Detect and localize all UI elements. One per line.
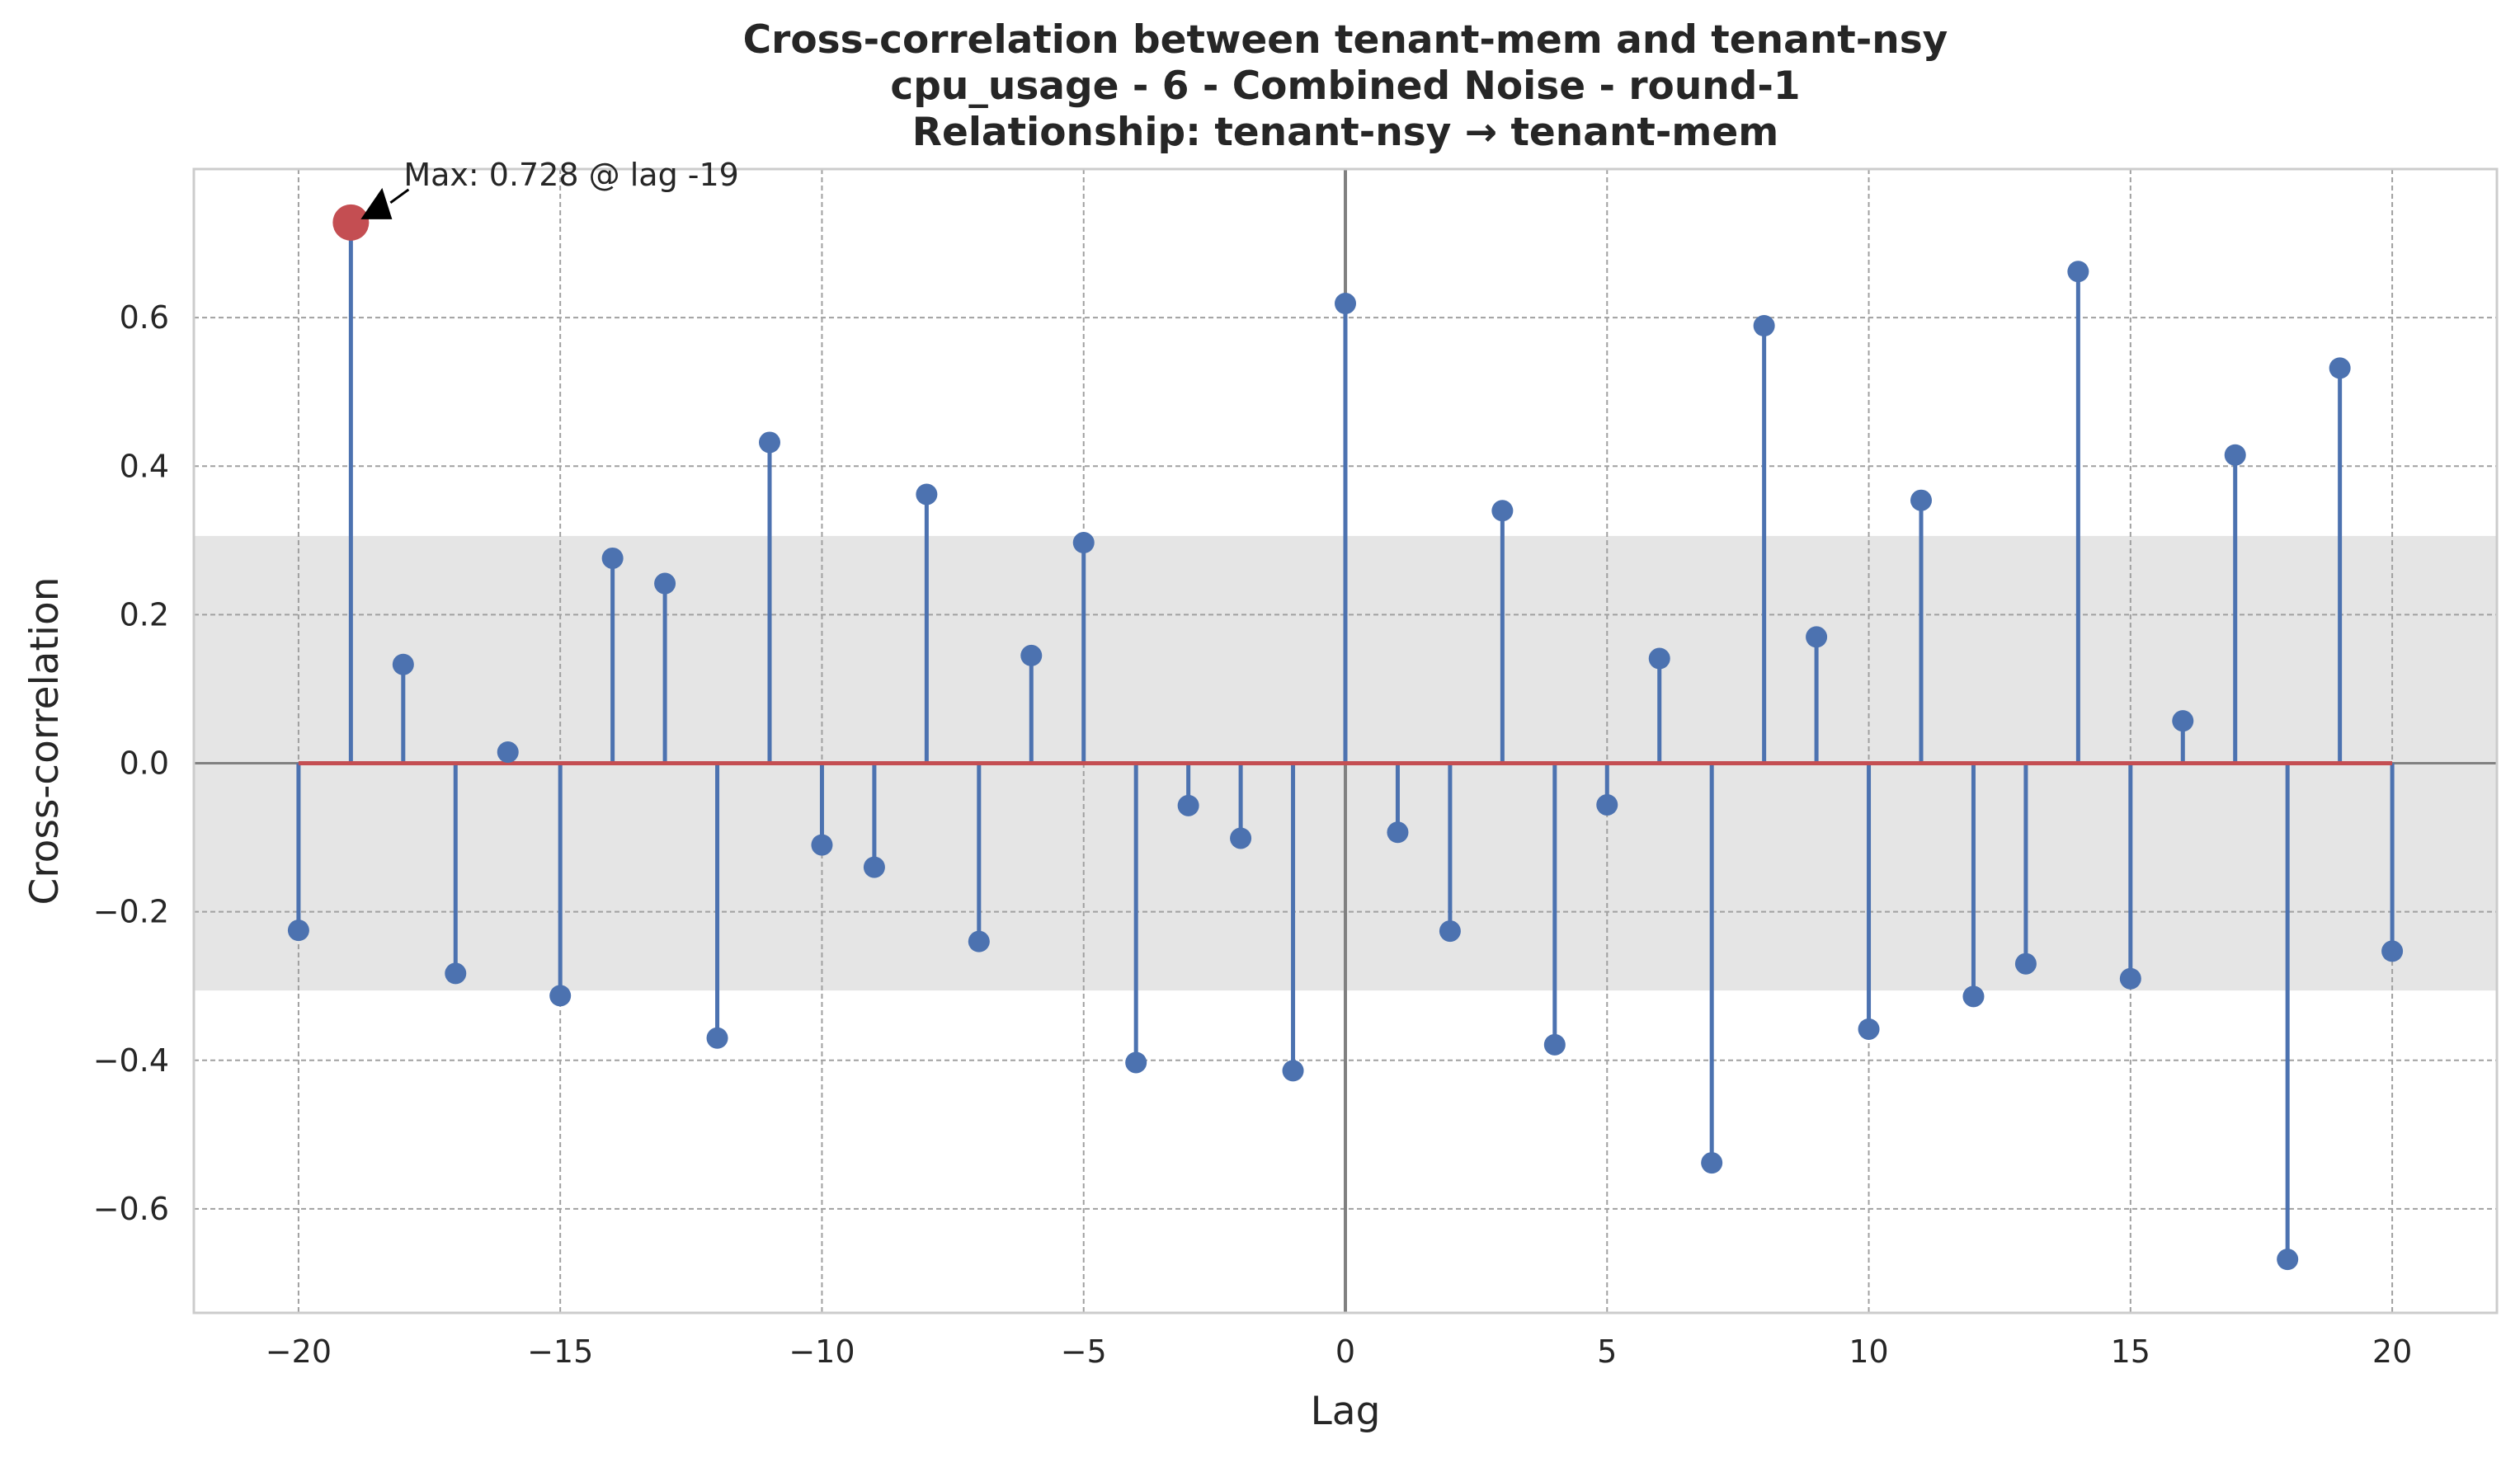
annotation-arrow-head bbox=[360, 187, 393, 219]
stem-marker bbox=[1858, 1018, 1880, 1040]
tick-labels-layer: −20 −15 −10 −5 0 5 10 15 20 −0.6 −0.4 −0.2 0.0 0.2 0.4… bbox=[93, 299, 2413, 1370]
chart-title-line: cpu_usage - 6 - Combined Noise - round-1 bbox=[890, 63, 1800, 109]
y-tick-label: −0.4 bbox=[93, 1042, 169, 1079]
stem-marker bbox=[1491, 500, 1514, 522]
x-tick-label: 10 bbox=[1849, 1333, 1888, 1370]
stem-marker bbox=[1125, 1051, 1147, 1074]
stem-marker bbox=[1020, 644, 1043, 666]
stem-marker bbox=[1439, 920, 1461, 943]
annotation-arrow-shaft bbox=[389, 188, 410, 205]
x-tick-label: 15 bbox=[2111, 1333, 2150, 1370]
stem-marker bbox=[1910, 489, 1932, 511]
stem-marker bbox=[497, 741, 519, 764]
title-layer: Cross-correlation between tenant-mem and… bbox=[743, 17, 1948, 155]
y-tick-label: −0.6 bbox=[93, 1191, 169, 1227]
stem-marker bbox=[1806, 626, 1828, 648]
annotation-layer: Max: 0.728 @ lag -19 bbox=[360, 157, 739, 219]
x-tick-label: −5 bbox=[1061, 1333, 1107, 1370]
stem-marker bbox=[392, 653, 414, 675]
stem-marker bbox=[2172, 710, 2194, 732]
stem-marker bbox=[2381, 940, 2404, 962]
x-tick-label: −15 bbox=[527, 1333, 593, 1370]
stem-marker bbox=[811, 834, 833, 856]
stem-marker bbox=[916, 483, 938, 506]
max-marker bbox=[332, 204, 370, 241]
stem-marker bbox=[1753, 315, 1775, 337]
stem-marker bbox=[1962, 985, 1985, 1008]
axes-frame-layer bbox=[192, 167, 2499, 1315]
stem-marker bbox=[1387, 821, 1409, 844]
stem-marker bbox=[2224, 444, 2246, 466]
y-tick-label: 0.4 bbox=[120, 448, 169, 484]
stem-marker bbox=[1177, 794, 1199, 816]
stem-marker bbox=[1543, 1033, 1566, 1056]
stem-marker bbox=[654, 572, 676, 595]
stem-marker bbox=[1596, 793, 1618, 816]
x-axis-label: Lag bbox=[1311, 1389, 1381, 1434]
stem-marker bbox=[1230, 827, 1252, 849]
stem-marker bbox=[1648, 647, 1670, 670]
stem-marker bbox=[2014, 952, 2037, 975]
stem-marker bbox=[2119, 967, 2141, 990]
axis-labels-layer: Lag Cross-correlation bbox=[22, 577, 1380, 1435]
axes-frame bbox=[192, 167, 2499, 1315]
stem-marker bbox=[1701, 1152, 1723, 1174]
stem-marker bbox=[2067, 261, 2089, 283]
stem-marker bbox=[1282, 1060, 1304, 1082]
stem-marker bbox=[1335, 293, 1356, 315]
stem-marker bbox=[706, 1027, 728, 1049]
max-annotation-text: Max: 0.728 @ lag -19 bbox=[403, 157, 739, 193]
stem-marker bbox=[601, 547, 624, 569]
markers-layer bbox=[287, 204, 2404, 1271]
stem-marker bbox=[445, 962, 467, 985]
stem-marker bbox=[968, 930, 990, 952]
stem-marker bbox=[863, 856, 885, 878]
stem-marker bbox=[1072, 532, 1095, 554]
x-tick-label: −20 bbox=[266, 1333, 332, 1370]
x-tick-label: 20 bbox=[2372, 1333, 2412, 1370]
stem-marker bbox=[549, 985, 572, 1007]
stem-marker bbox=[759, 431, 780, 454]
stem-marker bbox=[2277, 1249, 2299, 1271]
stem-marker bbox=[2329, 357, 2351, 379]
y-tick-label: 0.2 bbox=[120, 596, 169, 633]
chart-title-line: Cross-correlation between tenant-mem and… bbox=[743, 17, 1948, 63]
x-tick-label: 5 bbox=[1597, 1333, 1617, 1370]
y-tick-label: −0.2 bbox=[93, 894, 169, 930]
stem-marker bbox=[287, 919, 309, 942]
y-tick-label: 0.6 bbox=[120, 299, 169, 336]
x-tick-label: 0 bbox=[1335, 1333, 1355, 1370]
x-tick-label: −10 bbox=[789, 1333, 855, 1370]
chart-title-line: Relationship: tenant-nsy → tenant-mem bbox=[912, 110, 1778, 155]
y-axis-label: Cross-correlation bbox=[22, 577, 68, 905]
y-tick-label: 0.0 bbox=[120, 745, 169, 782]
